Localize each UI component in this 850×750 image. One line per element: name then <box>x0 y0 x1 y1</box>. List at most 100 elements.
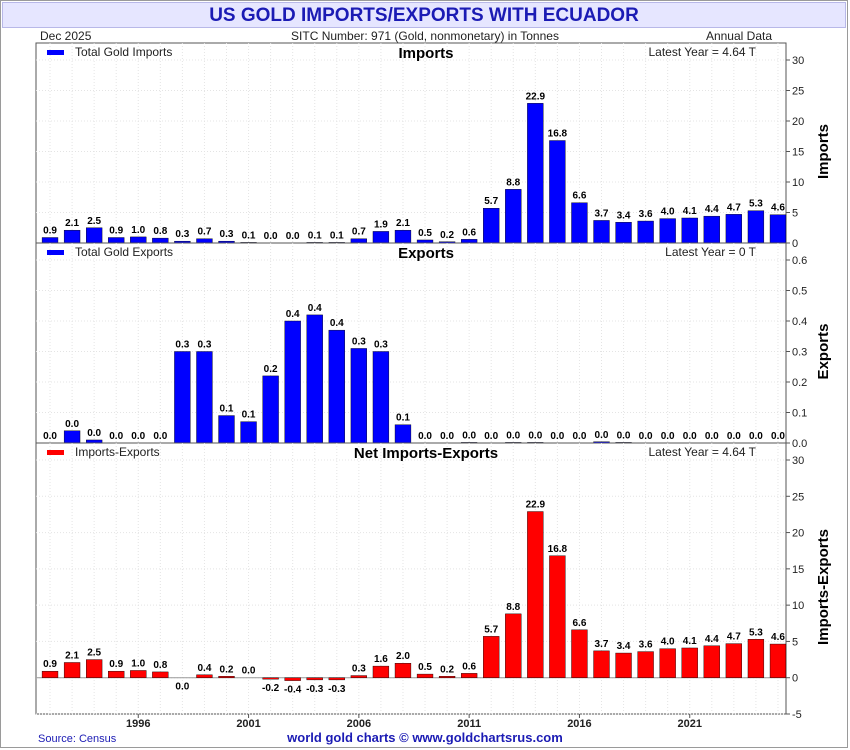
bar-exports-2002 <box>262 375 279 444</box>
legend-label-net: Imports-Exports <box>75 445 160 459</box>
data-label-imports-2001: 0.1 <box>242 230 256 241</box>
bar-net-2000 <box>218 676 235 678</box>
bar-net-1997 <box>152 671 169 678</box>
data-label-imports-2022: 4.4 <box>705 204 719 215</box>
data-label-imports-2005: 0.1 <box>330 230 344 241</box>
bar-net-2014 <box>527 511 544 678</box>
bar-imports-1997 <box>152 237 169 244</box>
data-label-exports-2025: 0.0 <box>771 431 785 442</box>
data-label-exports-1996: 0.0 <box>131 431 145 442</box>
data-label-imports-2023: 4.7 <box>727 202 741 213</box>
data-label-net-2025: 4.6 <box>771 632 785 643</box>
bar-net-1999 <box>196 674 213 678</box>
data-label-imports-1996: 1.0 <box>131 225 145 236</box>
bar-exports-2008 <box>394 424 412 444</box>
data-label-imports-2004: 0.1 <box>308 230 322 241</box>
data-label-exports-2002: 0.2 <box>264 364 278 375</box>
data-label-imports-2015: 16.8 <box>548 129 568 140</box>
data-label-exports-1997: 0.0 <box>153 431 167 442</box>
data-label-net-2003: -0.4 <box>284 685 302 696</box>
bar-imports-2014 <box>527 103 544 244</box>
data-label-exports-2017: 0.0 <box>595 430 609 441</box>
bar-imports-2012 <box>483 208 500 244</box>
data-label-imports-2024: 5.3 <box>749 199 763 210</box>
data-label-exports-2019: 0.0 <box>639 431 653 442</box>
y-tick-label: 0 <box>792 673 798 685</box>
data-label-exports-1992: 0.0 <box>43 431 57 442</box>
y-tick-label: 25 <box>792 86 804 98</box>
panel-title-net: Net Imports-Exports <box>354 445 498 462</box>
y-tick-label: 0.1 <box>792 408 807 420</box>
data-label-exports-2008: 0.1 <box>396 413 410 424</box>
bar-net-2017 <box>593 650 610 678</box>
bar-imports-1992 <box>41 237 59 244</box>
y-tick-label: -5 <box>792 709 802 721</box>
y-tick-label: 30 <box>792 55 804 67</box>
y-tick-label: 15 <box>792 147 804 159</box>
panel-title-imports: Imports <box>398 45 453 62</box>
data-label-exports-2014: 0.0 <box>528 430 542 441</box>
y-tick-label: 0 <box>792 238 798 250</box>
y-axis-label-net: Imports-Exports <box>815 529 832 645</box>
bar-exports-2005 <box>328 329 345 444</box>
panel-imports <box>35 42 787 244</box>
y-axis-label-imports: Imports <box>815 124 832 179</box>
legend-swatch-imports <box>47 50 64 55</box>
data-label-imports-2002: 0.0 <box>264 231 278 242</box>
bar-imports-2016 <box>571 202 588 244</box>
data-label-net-2008: 2.0 <box>396 651 410 662</box>
bar-net-2011 <box>461 673 478 678</box>
data-label-imports-2020: 4.0 <box>661 207 675 218</box>
y-tick-label: 10 <box>792 600 804 612</box>
y-tick-label: 0.2 <box>792 377 807 389</box>
bar-imports-2021 <box>681 217 698 244</box>
data-label-net-1998: 0.0 <box>175 682 189 693</box>
data-label-exports-2007: 0.3 <box>374 340 388 351</box>
data-label-net-2018: 3.4 <box>617 641 631 652</box>
latest-year-imports: Latest Year = 4.64 T <box>648 45 756 59</box>
bar-imports-2022 <box>703 215 720 244</box>
data-label-net-2020: 4.0 <box>661 637 675 648</box>
data-label-net-2007: 1.6 <box>374 654 388 665</box>
data-label-exports-1994: 0.0 <box>87 428 101 439</box>
y-tick-label: 0.4 <box>792 316 807 328</box>
data-label-exports-1999: 0.3 <box>197 340 211 351</box>
bar-net-2002 <box>262 677 279 680</box>
y-tick-label: 0.3 <box>792 347 807 359</box>
bar-net-2008 <box>394 663 412 678</box>
data-label-net-2012: 5.7 <box>484 624 498 635</box>
data-label-exports-2006: 0.3 <box>352 336 366 347</box>
bar-net-2021 <box>681 647 698 678</box>
data-label-net-1993: 2.1 <box>65 650 79 661</box>
bar-net-2025 <box>769 643 787 678</box>
bar-imports-2024 <box>747 210 765 244</box>
bar-imports-2006 <box>350 238 367 244</box>
bar-exports-2003 <box>284 320 301 444</box>
data-label-net-2006: 0.3 <box>352 664 366 675</box>
bar-imports-1999 <box>196 238 213 244</box>
bar-net-2024 <box>747 639 765 678</box>
data-label-exports-2022: 0.0 <box>705 431 719 442</box>
data-label-net-2005: -0.3 <box>328 684 346 695</box>
data-label-net-1996: 1.0 <box>131 658 145 669</box>
bar-exports-2004 <box>306 314 323 444</box>
bar-net-2022 <box>703 645 720 678</box>
data-label-exports-2012: 0.0 <box>484 431 498 442</box>
data-label-exports-1995: 0.0 <box>109 431 123 442</box>
data-label-imports-2025: 4.6 <box>771 203 785 214</box>
y-tick-label: 0.0 <box>792 438 807 450</box>
data-label-exports-2024: 0.0 <box>749 431 763 442</box>
y-tick-label: 0.5 <box>792 286 807 298</box>
data-label-net-1992: 0.9 <box>43 659 57 670</box>
data-label-imports-2008: 2.1 <box>396 218 410 229</box>
data-label-imports-1995: 0.9 <box>109 226 123 237</box>
data-label-imports-1999: 0.7 <box>197 227 211 238</box>
chart-title: US GOLD IMPORTS/EXPORTS WITH ECUADOR <box>209 5 639 26</box>
data-label-imports-2014: 22.9 <box>526 91 546 102</box>
data-label-net-2011: 0.6 <box>462 661 476 672</box>
data-label-net-2015: 16.8 <box>548 544 568 555</box>
bar-imports-2015 <box>549 140 566 244</box>
data-label-exports-2023: 0.0 <box>727 431 741 442</box>
data-label-imports-1998: 0.3 <box>175 229 189 240</box>
